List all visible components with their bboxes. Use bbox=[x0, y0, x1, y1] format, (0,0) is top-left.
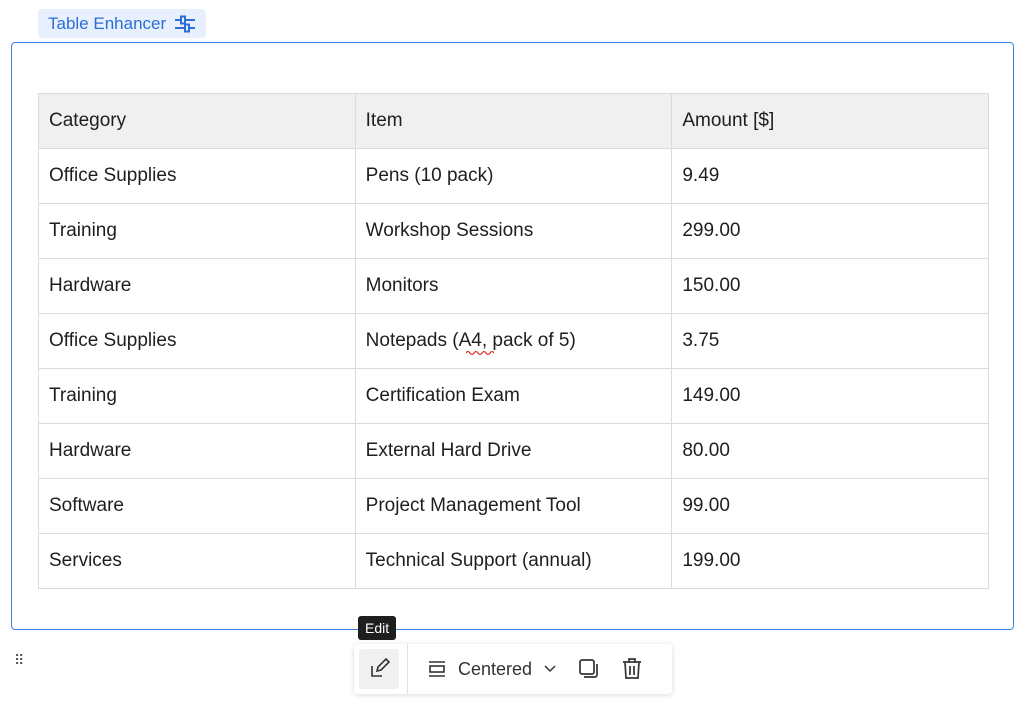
cell-item[interactable]: Certification Exam bbox=[354, 368, 673, 424]
cell-amount[interactable]: 3.75 bbox=[671, 313, 989, 369]
cell-amount[interactable]: 199.00 bbox=[671, 533, 989, 589]
cell-category[interactable]: Hardware bbox=[38, 423, 356, 479]
cell-category[interactable]: Hardware bbox=[38, 258, 356, 314]
alignment-dropdown[interactable]: Centered bbox=[428, 659, 556, 680]
cell-item[interactable]: Workshop Sessions bbox=[354, 203, 673, 259]
drag-handle-icon[interactable]: ⠿ bbox=[14, 652, 24, 668]
table-row: Software Project Management Tool 99.00 bbox=[38, 478, 989, 534]
cell-category[interactable]: Software bbox=[38, 478, 356, 534]
cell-category[interactable]: Services bbox=[38, 533, 356, 589]
table-row: Training Workshop Sessions 299.00 bbox=[38, 203, 989, 259]
cell-item[interactable]: Technical Support (annual) bbox=[354, 533, 673, 589]
data-table: Category Item Amount [$] Office Supplies… bbox=[38, 93, 989, 589]
cell-amount[interactable]: 80.00 bbox=[671, 423, 989, 479]
delete-button[interactable] bbox=[622, 658, 642, 680]
duplicate-button[interactable] bbox=[578, 658, 600, 680]
cell-category[interactable]: Training bbox=[38, 368, 356, 424]
cell-item[interactable]: Project Management Tool bbox=[354, 478, 673, 534]
table-row: Hardware Monitors 150.00 bbox=[38, 258, 989, 314]
header-amount: Amount [$] bbox=[671, 93, 989, 149]
cell-item[interactable]: External Hard Drive bbox=[354, 423, 673, 479]
table-row: Services Technical Support (annual) 199.00 bbox=[38, 533, 989, 589]
block-toolbar: Centered bbox=[354, 644, 672, 694]
cell-category[interactable]: Training bbox=[38, 203, 356, 259]
duplicate-icon bbox=[579, 659, 598, 678]
block-label[interactable]: Table Enhancer bbox=[38, 9, 207, 38]
cell-category[interactable]: Office Supplies bbox=[38, 148, 356, 204]
alignment-value: Centered bbox=[458, 658, 533, 679]
header-category: Category bbox=[38, 93, 356, 149]
table-row: Office Supplies Notepads (A4, pack of 5) 3… bbox=[38, 313, 989, 369]
cell-amount[interactable]: 149.00 bbox=[671, 368, 989, 424]
cell-category[interactable]: Office Supplies bbox=[38, 313, 356, 369]
edit-button[interactable] bbox=[359, 649, 399, 689]
cell-amount[interactable]: 150.00 bbox=[671, 258, 989, 314]
table-row: Hardware External Hard Drive 80.00 bbox=[38, 423, 989, 479]
cell-amount[interactable]: 9.49 bbox=[671, 148, 989, 204]
chevron-down-icon bbox=[544, 665, 556, 673]
table-row: Office Supplies Pens (10 pack) 9.49 bbox=[38, 148, 989, 204]
table-block[interactable]: Category Item Amount [$] Office Supplies… bbox=[11, 42, 1014, 630]
table-header-row: Category Item Amount [$] bbox=[38, 93, 989, 149]
edit-tooltip: Edit bbox=[358, 616, 397, 640]
cell-amount[interactable]: 299.00 bbox=[671, 203, 989, 259]
block-label-text: Table Enhancer bbox=[48, 13, 167, 33]
cell-item[interactable]: Monitors bbox=[354, 258, 673, 314]
header-item: Item bbox=[354, 93, 673, 149]
cell-item[interactable]: Pens (10 pack) bbox=[354, 148, 673, 204]
trash-icon bbox=[623, 658, 642, 679]
toolbar-divider bbox=[407, 644, 408, 694]
align-center-icon bbox=[429, 661, 445, 677]
sliders-icon bbox=[175, 15, 196, 32]
table-row: Training Certification Exam 149.00 bbox=[38, 368, 989, 424]
cell-item[interactable]: Notepads (A4, pack of 5) bbox=[354, 313, 673, 369]
cell-amount[interactable]: 99.00 bbox=[671, 478, 989, 534]
edit-icon bbox=[371, 658, 390, 677]
